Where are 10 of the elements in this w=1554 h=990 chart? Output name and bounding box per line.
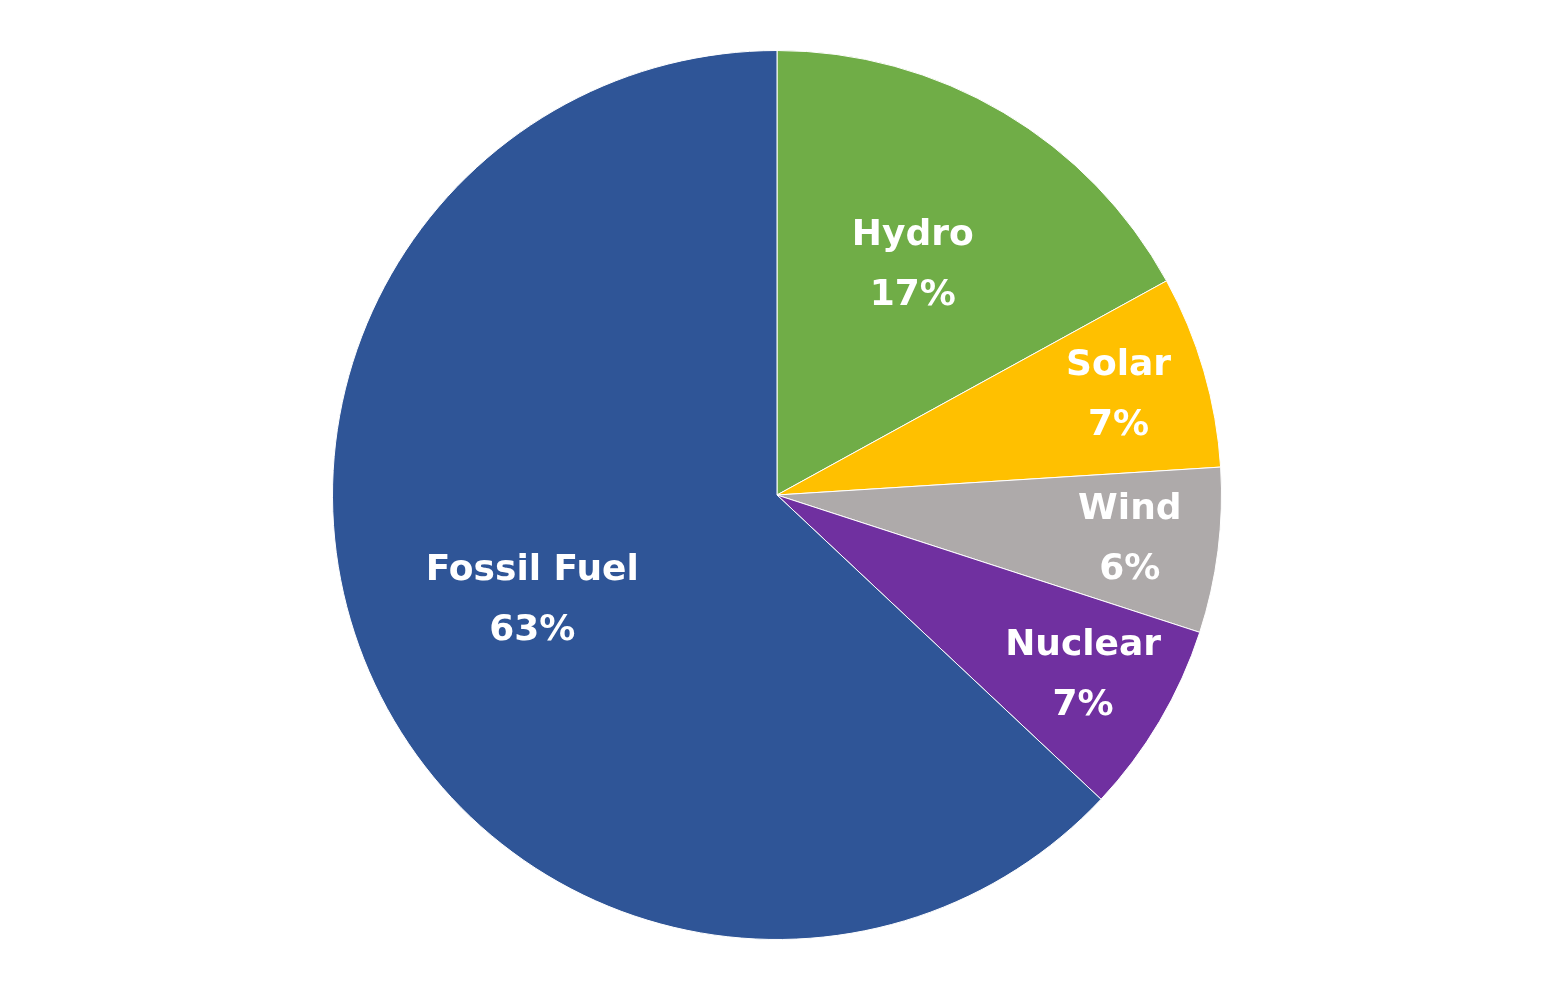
slice-label: Nuclear <box>1005 622 1162 664</box>
data-label: 17% <box>869 271 956 313</box>
slice-label: Fossil Fuel <box>425 547 639 589</box>
slice-label: Wind <box>1078 485 1182 527</box>
data-label: 7% <box>1087 402 1150 444</box>
slice-label: Solar <box>1065 342 1172 384</box>
data-label: 7% <box>1052 682 1114 724</box>
slice-label: Hydro <box>851 211 974 253</box>
data-label: 63% <box>489 607 576 649</box>
data-label: 6% <box>1099 545 1161 587</box>
